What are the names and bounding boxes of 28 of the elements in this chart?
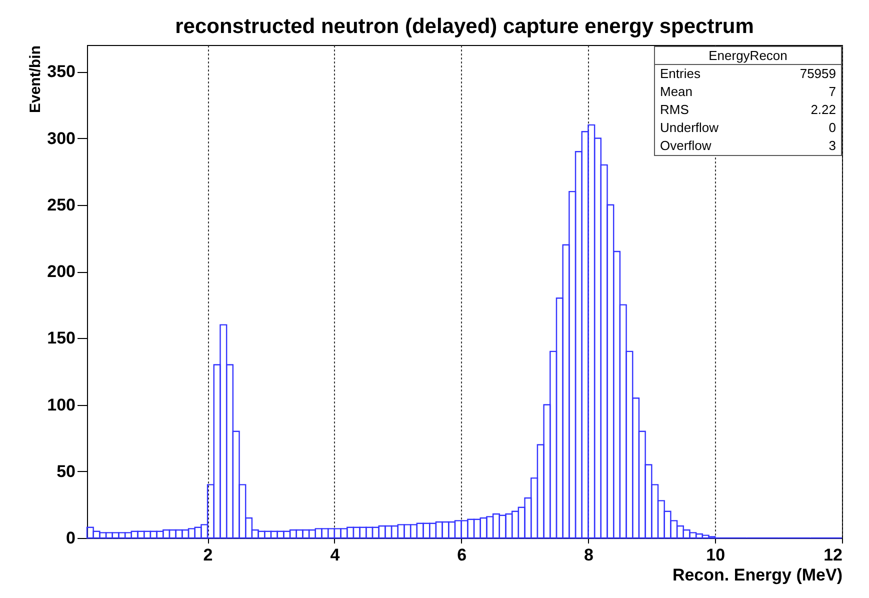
annotation: 75959 xyxy=(800,65,836,83)
x-tick-label: 2 xyxy=(203,546,213,564)
annotation: Underflow xyxy=(660,119,719,137)
annotation: Overflow xyxy=(660,137,712,155)
annotation: 7 xyxy=(828,83,836,101)
x-tick-label: 10 xyxy=(706,546,726,564)
y-tick-label: 350 xyxy=(47,62,76,82)
y-axis-title: Event/bin xyxy=(27,46,44,114)
x-axis-title: Recon. Energy (MeV) xyxy=(672,566,842,584)
y-tick-label: 250 xyxy=(47,195,76,214)
x-tick-label: 4 xyxy=(330,546,340,564)
y-tick-label: 200 xyxy=(47,262,76,282)
y-tick-label: 0 xyxy=(66,528,76,548)
annotation: EnergyRecon xyxy=(655,47,841,65)
y-tick-label: 100 xyxy=(47,395,76,414)
annotation: Entries xyxy=(660,65,700,83)
y-tick-label: 50 xyxy=(56,462,76,481)
annotation: 3 xyxy=(828,137,836,155)
annotation: Mean xyxy=(660,83,693,101)
annotation: RMS xyxy=(660,101,689,119)
chart-title: reconstructed neutron (delayed) capture energy spectrum xyxy=(175,15,754,38)
x-tick-label: 12 xyxy=(824,546,842,564)
y-tick-label: 150 xyxy=(47,328,76,348)
annotation: 2.22 xyxy=(810,101,836,119)
x-tick-label: 6 xyxy=(457,546,467,564)
x-tick-label: 8 xyxy=(584,546,594,564)
annotation: 0 xyxy=(828,119,836,137)
y-tick-label: 300 xyxy=(47,128,76,148)
